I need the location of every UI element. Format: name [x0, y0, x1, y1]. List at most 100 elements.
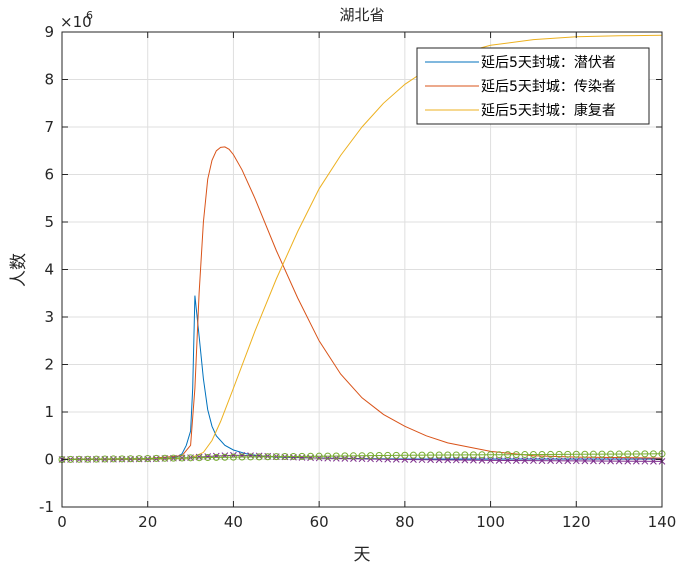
data-point	[101, 455, 109, 463]
data-point	[572, 457, 580, 465]
data-point	[641, 457, 649, 465]
data-point	[204, 454, 212, 462]
data-point	[255, 452, 263, 460]
data-point	[358, 452, 366, 460]
data-point	[538, 450, 546, 458]
y-tick-label: -1	[39, 498, 54, 516]
y-tick-label: 1	[44, 403, 54, 421]
data-point	[581, 457, 589, 465]
data-point	[529, 451, 537, 459]
data-point	[547, 450, 555, 458]
data-point	[470, 456, 477, 464]
data-point	[324, 452, 332, 460]
data-point	[564, 450, 572, 458]
data-point	[392, 451, 400, 459]
data-point	[624, 450, 632, 458]
data-point	[298, 454, 306, 461]
data-point	[624, 457, 632, 465]
data-point	[75, 455, 83, 463]
data-point	[495, 457, 503, 464]
series-4	[58, 450, 666, 463]
data-point	[607, 450, 615, 458]
y-tick-label: 5	[44, 213, 54, 231]
y-tick-label: 9	[44, 23, 54, 41]
y-tick-label: 0	[44, 451, 54, 469]
x-tick-label: 0	[57, 513, 67, 531]
y-tick-label: 2	[44, 356, 54, 374]
data-point	[581, 450, 589, 458]
data-point	[427, 451, 435, 459]
data-point	[607, 457, 614, 465]
data-point	[384, 451, 392, 459]
data-point	[461, 451, 469, 459]
data-point	[487, 457, 494, 464]
data-point	[375, 452, 383, 460]
data-point	[298, 452, 306, 460]
data-point	[444, 451, 452, 459]
data-point	[341, 452, 349, 460]
data-point	[615, 457, 623, 465]
chart-title: 湖北省	[339, 6, 384, 24]
data-point	[221, 453, 229, 461]
data-point	[649, 450, 657, 458]
data-point	[564, 457, 572, 465]
data-point	[589, 450, 597, 458]
data-point	[144, 455, 152, 463]
x-tick-label: 40	[224, 513, 243, 531]
data-point	[161, 454, 169, 462]
data-point	[255, 453, 263, 461]
data-point	[641, 450, 649, 458]
series-2	[61, 34, 663, 460]
data-point	[238, 453, 246, 461]
data-point	[495, 451, 503, 459]
series-layer	[58, 34, 666, 465]
y-multiplier-exponent: 6	[86, 9, 93, 22]
data-point	[247, 452, 254, 459]
data-point	[109, 455, 117, 463]
data-point	[247, 453, 255, 461]
data-point	[530, 457, 537, 465]
data-point	[572, 450, 580, 458]
data-point	[512, 457, 520, 464]
data-point	[487, 451, 495, 459]
data-point	[401, 451, 409, 459]
data-point	[418, 451, 426, 459]
series-line	[61, 34, 663, 460]
legend-entry: 延后5天封城：潜伏者	[481, 55, 616, 71]
data-point	[452, 456, 460, 464]
x-tick-label: 140	[648, 513, 677, 531]
data-point	[169, 454, 177, 462]
data-point	[598, 450, 606, 458]
data-point	[435, 451, 443, 459]
data-point	[444, 456, 452, 464]
x-tick-label: 100	[476, 513, 505, 531]
y-tick-label: 7	[44, 118, 54, 136]
data-point	[349, 452, 357, 460]
y-multiplier-base: ×10	[60, 13, 92, 31]
y-tick-label: 6	[44, 166, 54, 184]
data-point	[590, 457, 597, 465]
data-point	[229, 453, 237, 461]
data-point	[84, 455, 92, 463]
legend-entry: 延后5天封城：康复者	[481, 102, 616, 119]
data-point	[135, 455, 143, 463]
data-point	[615, 450, 623, 458]
data-point	[452, 451, 460, 459]
data-point	[555, 457, 563, 465]
data-point	[212, 453, 220, 461]
x-tick-label: 60	[310, 513, 329, 531]
legend-entry: 延后5天封城：传染者	[481, 79, 616, 95]
data-point	[315, 452, 323, 460]
data-point	[555, 450, 563, 458]
y-tick-label: 3	[44, 308, 54, 326]
data-point	[538, 457, 546, 465]
data-point	[289, 452, 297, 460]
data-point	[469, 451, 477, 459]
x-axis-label: 天	[354, 545, 371, 565]
x-tick-label: 80	[395, 513, 414, 531]
x-tick-label: 20	[138, 513, 157, 531]
x-tick-label: 120	[562, 513, 591, 531]
series-1	[61, 146, 663, 460]
